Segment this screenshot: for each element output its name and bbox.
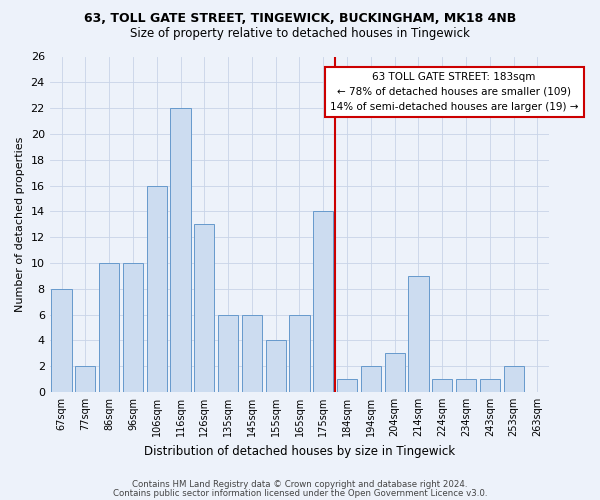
Bar — [480, 379, 500, 392]
Bar — [503, 366, 524, 392]
Bar — [432, 379, 452, 392]
X-axis label: Distribution of detached houses by size in Tingewick: Distribution of detached houses by size … — [144, 444, 455, 458]
Bar — [194, 224, 214, 392]
Text: Size of property relative to detached houses in Tingewick: Size of property relative to detached ho… — [130, 28, 470, 40]
Bar — [218, 314, 238, 392]
Text: Contains HM Land Registry data © Crown copyright and database right 2024.: Contains HM Land Registry data © Crown c… — [132, 480, 468, 489]
Bar — [361, 366, 381, 392]
Text: Contains public sector information licensed under the Open Government Licence v3: Contains public sector information licen… — [113, 488, 487, 498]
Text: 63, TOLL GATE STREET, TINGEWICK, BUCKINGHAM, MK18 4NB: 63, TOLL GATE STREET, TINGEWICK, BUCKING… — [84, 12, 516, 26]
Bar — [146, 186, 167, 392]
Bar — [337, 379, 357, 392]
Bar — [52, 288, 71, 392]
Y-axis label: Number of detached properties: Number of detached properties — [15, 136, 25, 312]
Bar — [409, 276, 428, 392]
Bar — [170, 108, 191, 392]
Bar — [313, 212, 334, 392]
Text: 63 TOLL GATE STREET: 183sqm
← 78% of detached houses are smaller (109)
14% of se: 63 TOLL GATE STREET: 183sqm ← 78% of det… — [330, 72, 578, 112]
Bar — [242, 314, 262, 392]
Bar — [266, 340, 286, 392]
Bar — [456, 379, 476, 392]
Bar — [75, 366, 95, 392]
Bar — [289, 314, 310, 392]
Bar — [99, 263, 119, 392]
Bar — [385, 353, 405, 392]
Bar — [123, 263, 143, 392]
